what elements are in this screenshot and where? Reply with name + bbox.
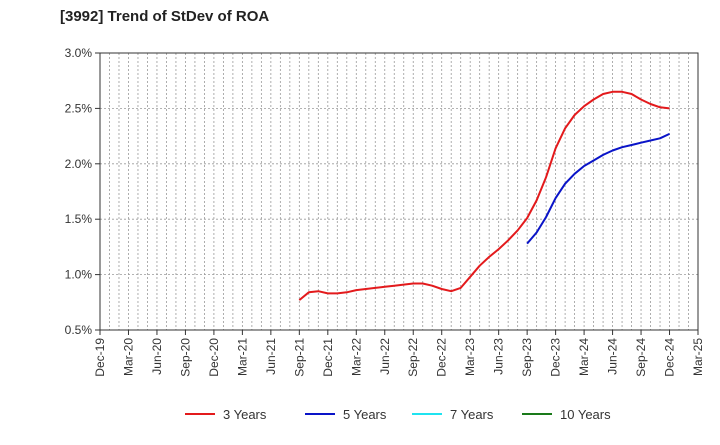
y-tick-label: 1.0% xyxy=(65,268,93,282)
x-tick-label: Dec-19 xyxy=(93,338,107,377)
x-tick-label: Dec-22 xyxy=(435,338,449,377)
x-tick-label: Dec-24 xyxy=(663,338,677,377)
x-tick-label: Dec-21 xyxy=(321,338,335,377)
y-tick-label: 2.5% xyxy=(65,101,93,115)
x-tick-label: Mar-25 xyxy=(691,338,705,376)
legend-label: 10 Years xyxy=(560,407,611,422)
x-tick-label: Dec-20 xyxy=(207,338,221,377)
x-tick-label: Sep-21 xyxy=(292,338,306,377)
legend: 3 Years 5 Years 7 Years 10 Years xyxy=(185,407,611,422)
series-lines xyxy=(298,90,670,301)
y-tick-label: 3.0% xyxy=(65,46,93,60)
y-tick-label: 1.5% xyxy=(65,212,93,226)
axes: 0.5% 1.0% 1.5% 2.0% 2.5% 3.0% Dec-19 Mar-20 Jun-… xyxy=(65,46,705,377)
x-tick-label: Dec-23 xyxy=(549,338,563,377)
x-tick-label: Mar-24 xyxy=(577,338,591,376)
grid xyxy=(100,53,698,330)
y-tick-label: 0.5% xyxy=(65,323,93,337)
legend-label: 7 Years xyxy=(450,407,494,422)
x-tick-label: Mar-22 xyxy=(349,338,363,376)
x-tick-label: Mar-23 xyxy=(463,338,477,376)
x-tick-label: Sep-20 xyxy=(178,338,192,377)
x-tick-label: Jun-24 xyxy=(606,338,620,375)
x-tick-label: Sep-23 xyxy=(520,338,534,377)
legend-label: 3 Years xyxy=(223,407,267,422)
x-tick-label: Jun-20 xyxy=(150,338,164,375)
y-tick-label: 2.0% xyxy=(65,157,93,171)
series-line-3-years xyxy=(298,90,670,301)
x-tick-label: Jun-22 xyxy=(378,338,392,375)
x-tick-label: Sep-22 xyxy=(406,338,420,377)
series-line-5-years xyxy=(526,132,670,245)
x-tick-label: Jun-21 xyxy=(264,338,278,375)
x-tick-label: Sep-24 xyxy=(634,338,648,377)
legend-label: 5 Years xyxy=(343,407,387,422)
x-tick-label: Jun-23 xyxy=(492,338,506,375)
chart-title: [3992] Trend of StDev of ROA xyxy=(60,8,270,25)
x-tick-label: Mar-21 xyxy=(235,338,249,376)
plot-frame xyxy=(99,52,699,331)
x-tick-label: Mar-20 xyxy=(121,338,135,376)
